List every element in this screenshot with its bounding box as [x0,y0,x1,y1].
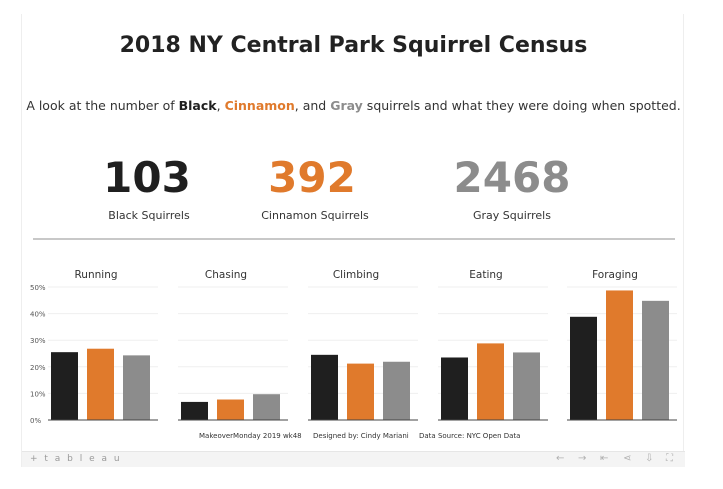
subtitle-suffix: squirrels and what they were doing when … [362,98,681,113]
bar-foraging-cinnamon [606,290,633,420]
kpi-gray-value: 2468 [453,153,571,202]
bar-climbing-cinnamon [347,363,374,420]
page-title: 2018 NY Central Park Squirrel Census [119,33,588,58]
bar-climbing-black [311,354,338,420]
bar-eating-cinnamon [477,343,504,420]
share-icon[interactable]: ⋖ [623,453,632,464]
panel-title-eating: Eating [469,269,502,281]
undo-icon[interactable]: ← [556,453,565,464]
kpi-gray-label: Gray Squirrels [473,209,551,222]
y-tick-label: 0% [30,417,41,425]
tableau-logo[interactable]: + t a b l e a u [30,454,122,464]
kpi-cinnamon-label: Cinnamon Squirrels [261,209,369,222]
y-tick-label: 40% [30,311,46,319]
footer-source: Data Source: NYC Open Data [419,432,521,440]
panel-title-running: Running [74,269,117,281]
footer-designer: Designed by: Cindy Mariani [313,432,409,440]
section-divider [33,238,675,240]
panel-title-climbing: Climbing [333,269,379,281]
bar-climbing-gray [383,361,410,420]
y-tick-label: 20% [30,364,46,372]
footer-makeover: MakeoverMonday 2019 wk48 [199,432,302,440]
viz-toolbar: + t a b l e a u ← → ⇤ ⋖ ⇩ ⛶ [22,451,685,467]
bar-running-gray [123,355,150,420]
kpi-black-label: Black Squirrels [108,209,190,222]
subtitle: A look at the number of Black, Cinnamon,… [22,98,685,113]
kpi-cinnamon-value: 392 [268,153,356,202]
download-icon[interactable]: ⇩ [645,453,654,464]
bar-running-black [51,352,78,420]
redo-icon[interactable]: → [578,453,587,464]
y-tick-label: 50% [30,284,46,292]
activity-bar-chart: 0% 10% 20% 30% 40% 50% Running Chasing Climbing E… [30,269,677,425]
subtitle-black: Black [178,98,217,113]
bar-chasing-cinnamon [217,399,244,420]
revert-icon[interactable]: ⇤ [600,453,609,464]
panel-title-foraging: Foraging [592,269,638,281]
bar-chasing-gray [253,394,280,420]
subtitle-prefix: A look at the number of [26,98,179,113]
bar-foraging-black [570,316,597,420]
subtitle-sep2: , and [294,98,331,113]
bar-chasing-black [181,401,208,420]
subtitle-sep1: , [216,98,225,113]
bar-running-cinnamon [87,348,114,420]
bar-eating-black [441,357,468,420]
bar-eating-gray [513,352,540,420]
kpi-black-value: 103 [103,153,191,202]
y-tick-label: 30% [30,337,46,345]
bar-foraging-gray [642,300,669,420]
dashboard-frame: 2018 NY Central Park Squirrel Census A l… [21,14,685,467]
fullscreen-icon[interactable]: ⛶ [666,453,673,464]
subtitle-gray: Gray [330,98,363,113]
subtitle-cinnamon: Cinnamon [224,98,295,113]
panel-title-chasing: Chasing [205,269,247,281]
y-tick-label: 10% [30,390,46,398]
